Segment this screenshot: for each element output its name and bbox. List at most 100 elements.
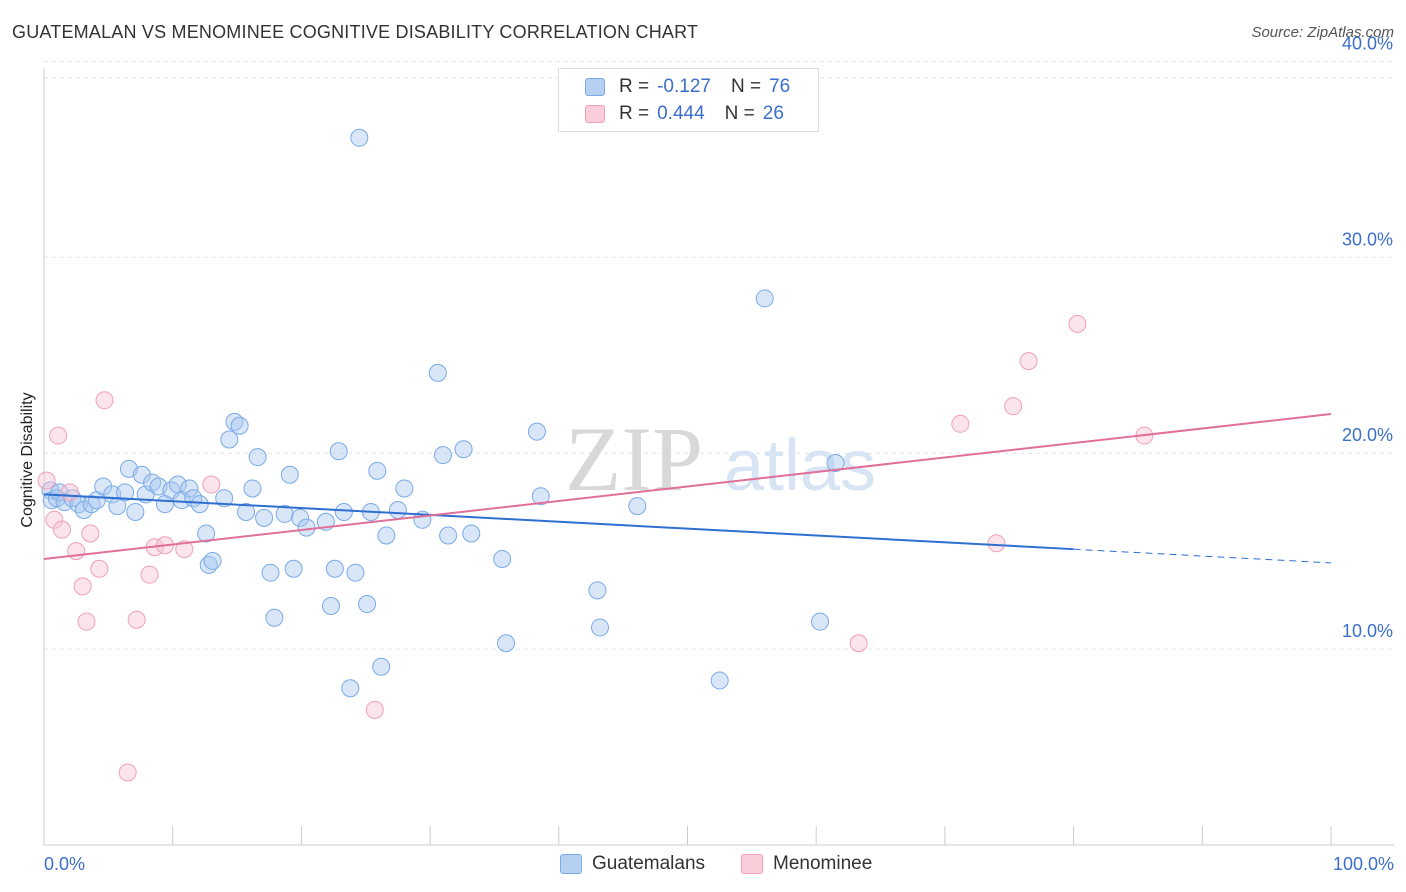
data-point bbox=[350, 128, 369, 147]
data-point bbox=[126, 502, 145, 521]
x-ticks bbox=[172, 826, 1332, 845]
data-point bbox=[372, 657, 391, 676]
y-tick-label: 30.0% bbox=[1342, 229, 1393, 249]
series-menominee-points bbox=[37, 314, 1154, 782]
data-point bbox=[325, 559, 344, 578]
data-point bbox=[1068, 314, 1087, 333]
data-point bbox=[255, 508, 274, 527]
data-point bbox=[197, 524, 216, 543]
data-point bbox=[755, 289, 774, 308]
legend-row-menominee: R = 0.444 N = 26 bbox=[585, 101, 784, 127]
data-point bbox=[811, 612, 830, 631]
stats-legend: R = -0.127 N = 76 R = 0.444 N = 26 bbox=[558, 68, 819, 132]
data-point bbox=[322, 597, 341, 615]
x-tick-label-min: 0.0% bbox=[44, 854, 85, 874]
data-point bbox=[118, 763, 137, 782]
legend-swatch-guatemalans bbox=[585, 78, 605, 96]
data-point bbox=[334, 502, 353, 521]
legend-n-value: 26 bbox=[762, 103, 784, 124]
data-point bbox=[377, 526, 396, 545]
data-point bbox=[493, 549, 512, 568]
bottom-legend-label-guatemalans: Guatemalans bbox=[592, 853, 706, 874]
data-point bbox=[202, 475, 221, 494]
data-point bbox=[588, 581, 607, 600]
data-point bbox=[95, 391, 114, 410]
data-point bbox=[951, 414, 970, 433]
bottom-legend-guatemalans: Guatemalans bbox=[560, 851, 705, 877]
data-point bbox=[73, 577, 92, 596]
y-tick-labels: 10.0% 20.0% 30.0% 40.0% bbox=[1342, 33, 1393, 641]
data-point bbox=[1019, 352, 1038, 371]
legend-n-value: 76 bbox=[769, 76, 791, 97]
legend-r-value: -0.127 bbox=[657, 76, 711, 97]
data-point bbox=[220, 430, 239, 449]
data-point bbox=[127, 610, 146, 629]
data-point bbox=[230, 416, 249, 435]
data-point bbox=[329, 442, 348, 461]
data-point bbox=[388, 501, 407, 520]
legend-swatch-menominee bbox=[585, 105, 605, 123]
data-point bbox=[237, 502, 256, 521]
data-point bbox=[175, 540, 194, 559]
data-point bbox=[180, 479, 199, 498]
data-point bbox=[395, 479, 414, 498]
watermark-atlas: atlas bbox=[724, 426, 876, 506]
legend-r-label: R = bbox=[619, 103, 650, 124]
data-point bbox=[49, 426, 68, 445]
data-point bbox=[365, 700, 384, 719]
legend-r-value: 0.444 bbox=[657, 103, 705, 124]
trend-line bbox=[43, 493, 1074, 551]
legend-n-label: N = bbox=[724, 103, 755, 124]
chart-title: GUATEMALAN VS MENOMINEE COGNITIVE DISABI… bbox=[12, 22, 699, 42]
y-tick-label: 20.0% bbox=[1342, 425, 1393, 445]
bottom-legend-swatch-guatemalans bbox=[560, 854, 582, 874]
data-point bbox=[94, 477, 113, 496]
data-point bbox=[628, 497, 647, 516]
data-point bbox=[826, 453, 845, 472]
data-point bbox=[67, 542, 86, 561]
data-point bbox=[284, 559, 303, 578]
data-point bbox=[243, 479, 262, 498]
data-point bbox=[77, 612, 96, 631]
data-point bbox=[203, 551, 222, 570]
data-point bbox=[45, 510, 64, 529]
source-credit: Source: ZipAtlas.com bbox=[1251, 24, 1394, 41]
data-point bbox=[53, 520, 72, 539]
bottom-legend-swatch-menominee bbox=[741, 854, 763, 874]
series-guatemalans-points bbox=[41, 128, 845, 698]
data-point bbox=[90, 559, 109, 578]
data-point bbox=[248, 448, 267, 467]
data-point bbox=[497, 634, 516, 653]
data-point bbox=[987, 534, 1006, 553]
data-point bbox=[60, 483, 79, 502]
data-point bbox=[531, 487, 550, 506]
data-point bbox=[81, 524, 100, 543]
data-point bbox=[261, 563, 280, 582]
data-point bbox=[368, 461, 387, 480]
data-point bbox=[1004, 397, 1023, 416]
data-point bbox=[428, 363, 447, 382]
y-tick-label: 40.0% bbox=[1342, 33, 1393, 53]
data-point bbox=[291, 508, 310, 527]
data-point bbox=[590, 618, 609, 637]
trend-line bbox=[43, 413, 1332, 560]
data-point bbox=[37, 471, 56, 490]
trend-line-extension bbox=[1073, 548, 1332, 564]
trend-lines bbox=[43, 413, 1332, 564]
data-point bbox=[433, 446, 452, 465]
data-point bbox=[190, 495, 209, 514]
data-point bbox=[275, 504, 294, 523]
data-point bbox=[280, 465, 299, 484]
legend-row-guatemalans: R = -0.127 N = 76 bbox=[585, 74, 790, 100]
data-point bbox=[454, 440, 473, 459]
data-point bbox=[341, 679, 360, 698]
gridlines bbox=[44, 60, 1394, 650]
data-point bbox=[116, 483, 135, 502]
data-point bbox=[346, 563, 365, 582]
bottom-legend-label-menominee: Menominee bbox=[773, 853, 873, 874]
data-point bbox=[215, 489, 234, 508]
data-point bbox=[439, 526, 458, 545]
legend-n-label: N = bbox=[730, 76, 762, 97]
data-point bbox=[297, 518, 316, 537]
